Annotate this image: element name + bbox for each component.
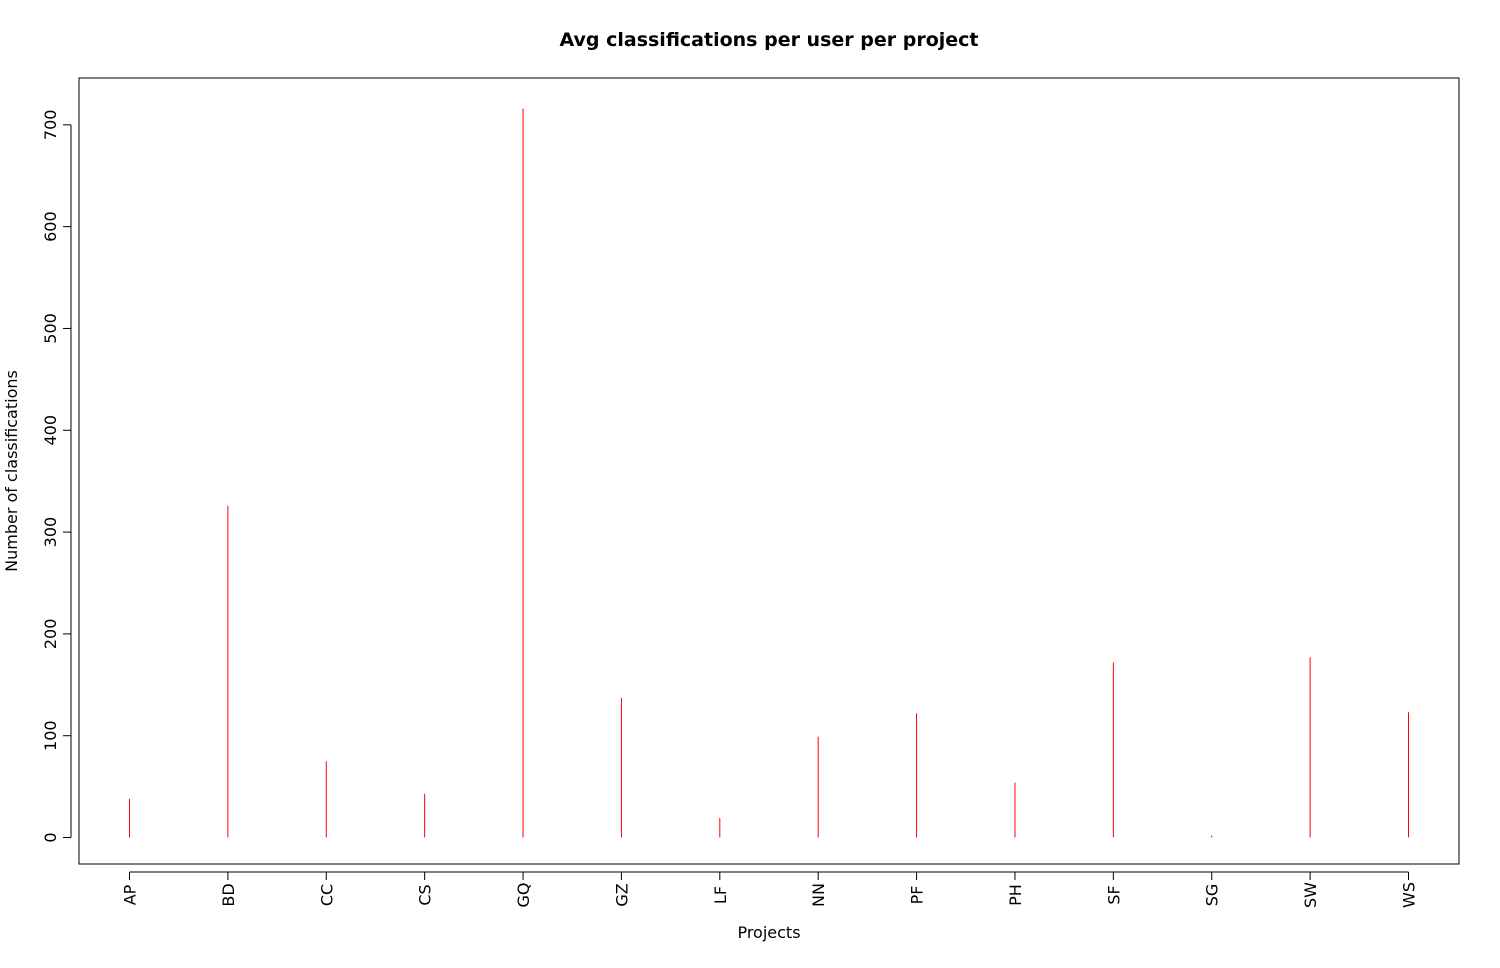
chart-title: Avg classifications per user per project (559, 29, 978, 51)
x-tick-label: SF (1104, 885, 1123, 904)
x-tick-label: WS (1400, 882, 1419, 908)
y-axis: 0 100 200 300 400 500 600 700 (41, 110, 72, 843)
x-axis: AP BD CC CS GQ GZ LF NN PF PH SF SG SW WS (121, 871, 1419, 908)
x-tick-label: SG (1203, 884, 1222, 907)
y-tick-label: 700 (41, 110, 60, 141)
x-tick-label: GQ (514, 883, 533, 908)
x-tick-label: PF (908, 886, 927, 905)
x-tick-label: SW (1301, 882, 1320, 908)
y-axis-label: Number of classifications (2, 370, 21, 572)
bars (129, 108, 1409, 838)
y-tick-label: 600 (41, 211, 60, 242)
y-tick-label: 0 (41, 832, 60, 842)
x-tick-label: GZ (612, 883, 631, 906)
x-tick-label: CC (317, 884, 336, 906)
y-tick-label: 400 (41, 415, 60, 446)
y-tick-label: 500 (41, 313, 60, 344)
plot-frame (78, 77, 1460, 865)
x-tick-label: NN (809, 883, 828, 907)
y-tick-label: 300 (41, 517, 60, 548)
x-tick-label: AP (121, 884, 140, 905)
x-tick-label: LF (711, 886, 730, 904)
y-tick-label: 200 (41, 619, 60, 650)
y-tick-label: 100 (41, 720, 60, 751)
x-tick-label: CS (416, 884, 435, 905)
x-tick-label: PH (1006, 884, 1025, 906)
x-tick-label: BD (219, 883, 238, 906)
x-axis-label: Projects (737, 923, 800, 942)
